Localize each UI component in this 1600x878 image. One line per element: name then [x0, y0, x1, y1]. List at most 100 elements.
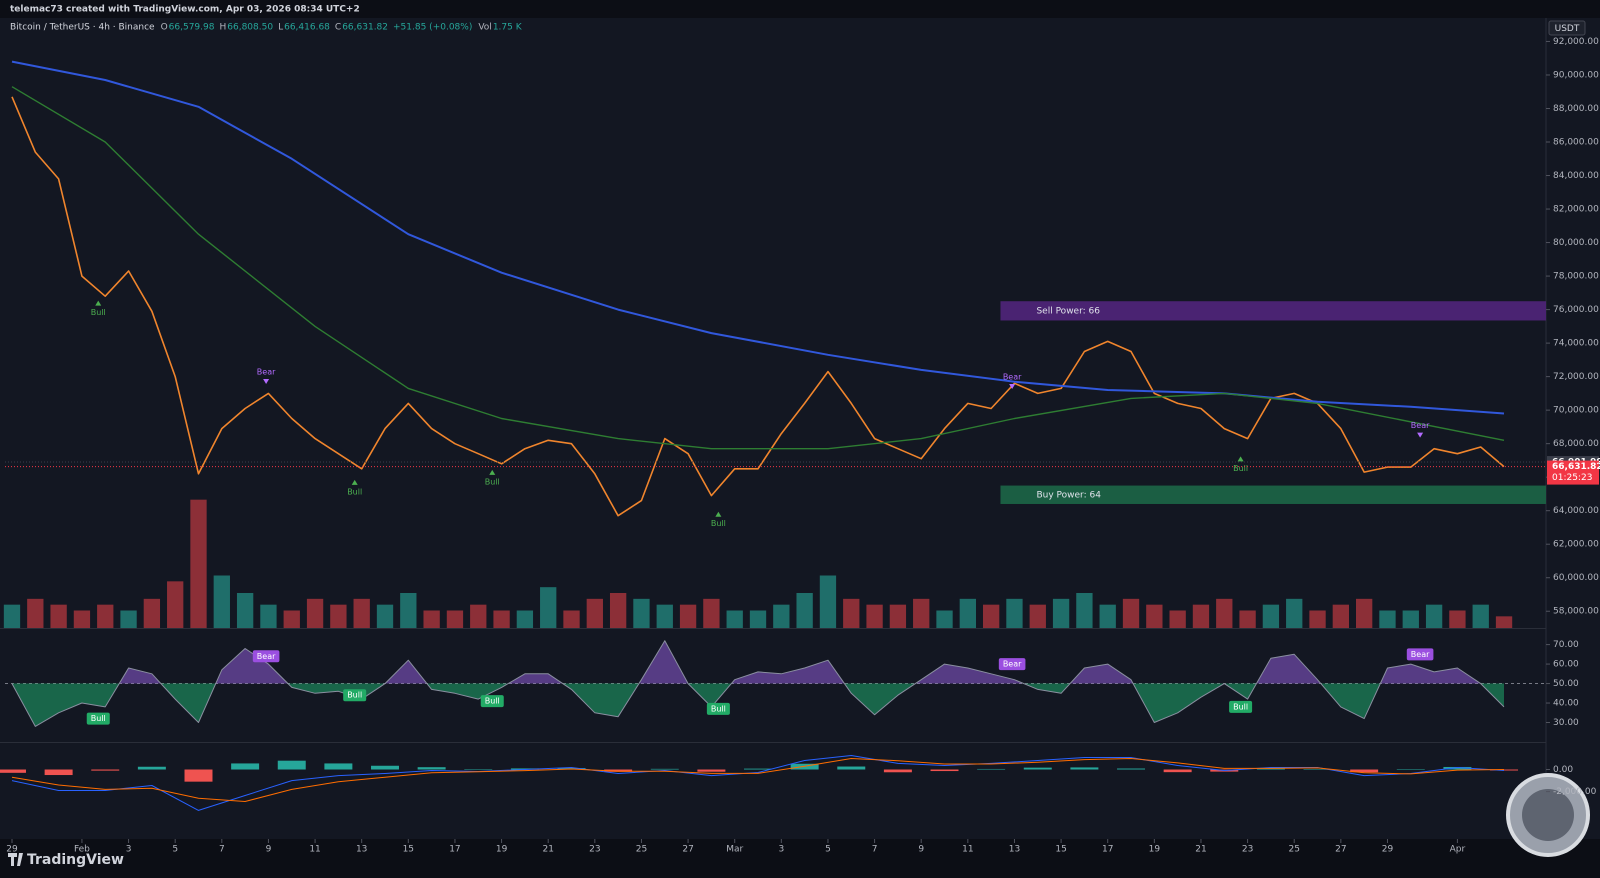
annotation-box [252, 650, 280, 663]
legend-text: 1.75 K [493, 23, 523, 33]
legend-text: 66,808.50 [227, 23, 273, 33]
annotation: Bull [706, 702, 730, 715]
x-tick-label: 15 [403, 845, 414, 855]
bar [184, 769, 213, 782]
bar [773, 604, 790, 628]
x-tick-label: 5 [825, 845, 831, 855]
y-tick-label: 64,000.00 [1553, 506, 1599, 516]
bar [231, 763, 260, 770]
bar [324, 763, 353, 770]
annotation-label: Bull [485, 477, 500, 486]
x-tick-label: 9 [266, 845, 272, 855]
bar [604, 769, 633, 772]
annotation-marker [489, 469, 496, 475]
legend-text: O [161, 23, 168, 33]
bar [586, 598, 603, 628]
annotation: Bull [1233, 456, 1248, 473]
bar [1286, 598, 1303, 628]
annotation-label: Bull [711, 704, 726, 713]
bar [1169, 610, 1186, 628]
legend-text: +51.85 (+0.08%) [393, 23, 472, 33]
brand-logo [8, 853, 23, 866]
annotation: Bear [1406, 648, 1434, 661]
bar [190, 499, 207, 628]
bar [656, 604, 673, 628]
annotation-label: Bull [711, 519, 726, 528]
x-tick-label: 27 [1335, 845, 1346, 855]
x-tick-label: 13 [1009, 845, 1020, 855]
top-bar [0, 0, 1600, 18]
bar [1402, 610, 1419, 628]
y-tick-label: 60.00 [1553, 660, 1579, 670]
y-tick-label: 30.00 [1553, 718, 1579, 728]
bar [423, 610, 440, 628]
y-tick-label: 60,000.00 [1553, 573, 1599, 583]
currency: USDT [1555, 24, 1580, 34]
bar [650, 768, 679, 770]
bar [1146, 604, 1163, 628]
bar [167, 581, 184, 628]
bar [1332, 604, 1350, 628]
bar [73, 610, 91, 628]
y-tick-label: 74,000.00 [1553, 339, 1599, 349]
bar [633, 598, 650, 628]
legend-text: 66,631.82 [342, 23, 388, 33]
bar [1490, 769, 1519, 771]
annotation: Bull [480, 695, 504, 708]
bar [44, 769, 73, 776]
annotation: Bull [485, 469, 500, 486]
annotation: Bear [257, 367, 276, 384]
annotation: Bull [91, 300, 106, 317]
annotation: Bull [343, 689, 367, 702]
annotation-box [480, 695, 504, 708]
legend-text: C [335, 23, 341, 33]
bar [353, 598, 370, 628]
bar [120, 610, 137, 628]
bar [726, 610, 743, 628]
bar [1443, 766, 1472, 770]
annotation-label: Bear [1411, 650, 1430, 659]
bar [306, 598, 324, 628]
zone-label: Buy Power: 64 [1036, 490, 1101, 500]
bar [913, 598, 930, 628]
area-below [12, 683, 1504, 727]
annotation-box [343, 689, 367, 702]
bar [1099, 604, 1116, 628]
x-tick-label: 21 [1195, 845, 1206, 855]
bar [1396, 769, 1425, 770]
bar [977, 768, 1006, 770]
annotation-label: Bear [257, 367, 276, 376]
x-tick-label: 29 [1382, 845, 1394, 855]
bar [703, 598, 720, 628]
bar [1472, 604, 1489, 628]
bar [464, 769, 493, 770]
annotation-label: Bear [1003, 373, 1022, 382]
annotation: Bull [711, 511, 726, 528]
zone [1000, 301, 1546, 321]
legend-text: Bitcoin / TetherUS · 4h · Binance [10, 23, 155, 33]
annotation-label: Bull [347, 487, 362, 496]
bar [1355, 598, 1373, 628]
bar [0, 769, 26, 773]
annotation-label: Bear [1411, 421, 1430, 430]
x-tick-label: Apr [1450, 845, 1466, 855]
x-tick-label: 29 [6, 845, 18, 855]
bar [1070, 767, 1099, 770]
annotation-label: Bull [91, 308, 106, 317]
x-tick-label: 15 [1055, 845, 1066, 855]
annotation-box [86, 712, 110, 725]
zone-label: Sell Power: 66 [1036, 306, 1100, 316]
annotation-label: Bull [347, 691, 362, 700]
bar [1117, 768, 1146, 770]
x-tick-label: 11 [309, 845, 320, 855]
bar [819, 575, 837, 628]
bar [1425, 604, 1443, 628]
bar [883, 769, 912, 773]
zone [1000, 485, 1546, 504]
badge-inner [1522, 789, 1574, 841]
pane [0, 755, 1519, 811]
bar [371, 765, 399, 770]
x-tick-label: 25 [636, 845, 647, 855]
annotation-box [998, 658, 1026, 671]
